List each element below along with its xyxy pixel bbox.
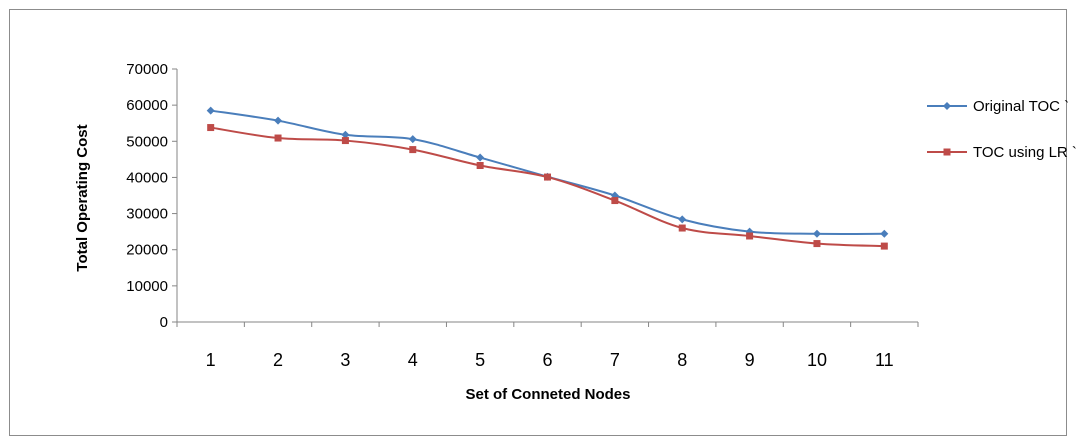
data-point: [476, 153, 485, 162]
x-axis-title: Set of Conneted Nodes: [465, 386, 630, 403]
data-point: [409, 146, 417, 154]
data-point: [207, 124, 215, 132]
y-axis-ticks: 0 10000 20000 30000 40000 50000 60000 70000: [126, 61, 177, 331]
x-tick-label: 9: [745, 350, 755, 370]
legend-marker: [943, 102, 951, 110]
legend-marker: [943, 148, 951, 156]
data-point: [274, 116, 283, 125]
x-tick-label: 6: [542, 350, 552, 370]
y-tick-label: 60000: [126, 97, 168, 114]
legend-item: Original TOC `: [927, 98, 1069, 115]
series-2: [207, 124, 888, 250]
series-1: [206, 106, 889, 238]
y-tick-label: 20000: [126, 242, 168, 259]
data-point: [880, 229, 889, 238]
series-line: [210, 126, 885, 248]
x-tick-label: 7: [610, 350, 620, 370]
x-tick-label: 2: [273, 350, 283, 370]
y-axis-title: Total Operating Cost: [74, 124, 91, 271]
x-tick-label: 5: [475, 350, 485, 370]
x-tick-label: 1: [206, 350, 216, 370]
data-point: [206, 106, 215, 115]
series-line: [210, 109, 885, 235]
y-tick-label: 40000: [126, 169, 168, 186]
x-tick-label: 3: [340, 350, 350, 370]
x-tick-label: 4: [408, 350, 418, 370]
data-point: [341, 137, 349, 145]
x-axis-ticks: 1 2 3 4 5 6 7 8 9 10 11: [176, 322, 919, 370]
data-point: [678, 224, 686, 232]
data-point: [611, 197, 619, 205]
data-point: [880, 242, 888, 250]
legend: Original TOC ` TOC using LR `: [927, 98, 1077, 161]
x-tick-label: 10: [807, 350, 827, 370]
data-point: [678, 215, 687, 224]
x-tick-label: 11: [875, 350, 894, 370]
y-tick-label: 10000: [126, 278, 168, 295]
y-tick-label: 50000: [126, 133, 168, 150]
data-point: [813, 240, 821, 248]
y-tick-label: 30000: [126, 206, 168, 223]
series-layer: [206, 106, 889, 250]
data-point: [544, 173, 551, 181]
data-point: [408, 135, 417, 144]
data-point: [812, 229, 821, 238]
legend-item: TOC using LR `: [927, 144, 1077, 161]
data-point: [341, 130, 350, 139]
data-point: [476, 162, 484, 170]
data-point: [274, 134, 282, 142]
x-tick-label: 8: [677, 350, 687, 370]
y-tick-label: 0: [160, 314, 168, 331]
y-tick-label: 70000: [126, 61, 168, 78]
data-point: [746, 232, 754, 240]
legend-label: TOC using LR `: [973, 144, 1077, 161]
chart-frame: [9, 9, 1067, 436]
legend-label: Original TOC `: [973, 98, 1069, 115]
